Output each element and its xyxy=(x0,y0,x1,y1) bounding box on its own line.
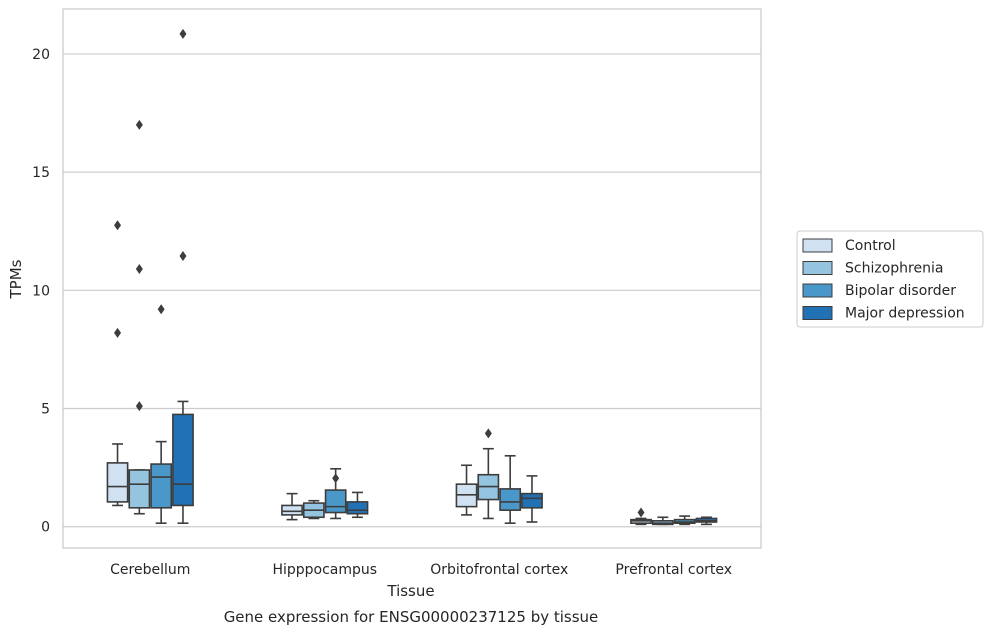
box-element xyxy=(302,499,325,520)
box-element xyxy=(499,455,522,524)
box-element xyxy=(455,464,478,516)
box-element xyxy=(281,492,303,521)
outlier-point xyxy=(484,428,492,439)
series-group xyxy=(128,119,674,526)
box-iqr xyxy=(521,492,543,509)
y-tick-label: 5 xyxy=(41,402,50,418)
legend-label: Schizophrenia xyxy=(845,261,943,277)
legend-swatch xyxy=(802,261,833,275)
box-element xyxy=(128,119,151,515)
box-element xyxy=(521,475,543,523)
box-iqr xyxy=(106,462,129,503)
legend-label: Control xyxy=(845,238,896,254)
outlier-point xyxy=(637,507,645,518)
x-axis-title: Tissue xyxy=(386,582,434,600)
x-tick-label: Prefrontal cortex xyxy=(615,562,732,578)
outlier-point xyxy=(135,119,143,130)
box-element xyxy=(630,507,652,526)
box-element xyxy=(651,516,674,526)
box-iqr xyxy=(281,504,303,516)
chart-caption: Gene expression for ENSG00000237125 by t… xyxy=(224,608,599,626)
outlier-point xyxy=(179,28,187,39)
box-element xyxy=(324,468,347,520)
outlier-point xyxy=(114,220,122,231)
box-element xyxy=(150,304,173,524)
outlier-point xyxy=(114,327,122,338)
box-iqr xyxy=(346,501,369,515)
box-iqr xyxy=(128,469,151,509)
legend-item: Control xyxy=(802,238,896,254)
legend: Control Schizophrenia Bipolar disorder Majo… xyxy=(796,230,984,328)
x-tick-label: Hipppocampus xyxy=(272,562,377,578)
x-tick-label: Cerebellum xyxy=(110,562,190,578)
legend-label: Bipolar disorder xyxy=(845,283,956,299)
y-axis-title: TPMs xyxy=(7,259,25,299)
legend-item: Major depression xyxy=(802,306,965,322)
plot-frame xyxy=(62,8,762,549)
outlier-point xyxy=(179,251,187,262)
box-iqr xyxy=(150,463,173,509)
y-tick-label: 20 xyxy=(32,47,50,63)
box-element xyxy=(477,428,500,520)
box-element xyxy=(673,515,696,526)
y-tick-label: 15 xyxy=(32,165,50,181)
legend-swatch xyxy=(802,306,833,320)
legend-swatch xyxy=(802,238,833,253)
legend-item: Schizophrenia xyxy=(802,261,943,277)
box-iqr xyxy=(324,489,347,514)
y-tick-labels: 0 5 10 15 20 xyxy=(32,47,50,536)
box-element xyxy=(695,516,718,526)
y-tick-label: 10 xyxy=(32,283,50,299)
box-element xyxy=(106,220,129,507)
outlier-point xyxy=(157,304,165,315)
y-tick-label: 0 xyxy=(41,520,50,536)
box-iqr xyxy=(172,413,194,507)
grid-lines xyxy=(63,53,761,528)
legend-item: Bipolar disorder xyxy=(802,283,956,299)
box-series xyxy=(106,28,718,526)
series-group xyxy=(106,220,652,526)
outlier-point xyxy=(332,473,340,484)
legend-swatch xyxy=(802,283,833,298)
series-group xyxy=(150,304,696,526)
box-element xyxy=(346,491,369,519)
legend-frame xyxy=(796,230,984,328)
outlier-point xyxy=(135,401,143,412)
outlier-point xyxy=(135,264,143,275)
x-tick-labels: Cerebellum Hipppocampus Orbitofrontal cort… xyxy=(110,562,732,578)
box-element xyxy=(172,28,194,524)
x-tick-label: Orbitofrontal cortex xyxy=(430,562,568,578)
legend-label: Major depression xyxy=(845,306,965,322)
series-group xyxy=(172,28,718,526)
box-iqr xyxy=(499,488,522,511)
